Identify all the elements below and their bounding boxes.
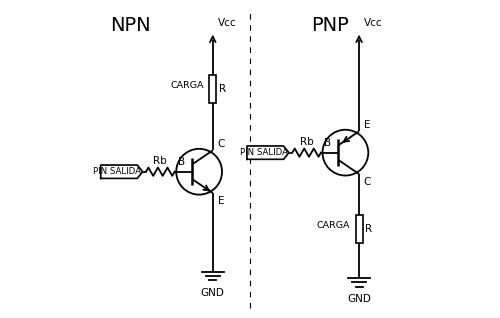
Text: R: R bbox=[218, 84, 226, 94]
Polygon shape bbox=[247, 146, 289, 159]
Polygon shape bbox=[100, 165, 142, 178]
Text: Vcc: Vcc bbox=[218, 18, 236, 28]
Text: GND: GND bbox=[347, 294, 371, 304]
Text: PIN SALIDA: PIN SALIDA bbox=[94, 167, 142, 176]
Text: GND: GND bbox=[201, 288, 224, 298]
Text: B: B bbox=[324, 138, 331, 148]
Text: E: E bbox=[364, 120, 370, 130]
Text: CARGA: CARGA bbox=[170, 81, 204, 90]
Text: NPN: NPN bbox=[110, 16, 151, 35]
Text: E: E bbox=[218, 196, 224, 206]
Bar bbox=[210, 75, 216, 103]
Text: C: C bbox=[218, 139, 225, 149]
Bar bbox=[356, 215, 362, 243]
Text: B: B bbox=[178, 157, 185, 167]
Text: CARGA: CARGA bbox=[316, 221, 350, 230]
Text: Vcc: Vcc bbox=[364, 18, 382, 28]
Text: Rb: Rb bbox=[154, 156, 167, 166]
Text: R: R bbox=[365, 224, 372, 234]
Text: PIN SALIDA: PIN SALIDA bbox=[240, 148, 288, 157]
Text: Rb: Rb bbox=[300, 137, 314, 147]
Text: PNP: PNP bbox=[310, 16, 348, 35]
Text: C: C bbox=[364, 177, 371, 187]
